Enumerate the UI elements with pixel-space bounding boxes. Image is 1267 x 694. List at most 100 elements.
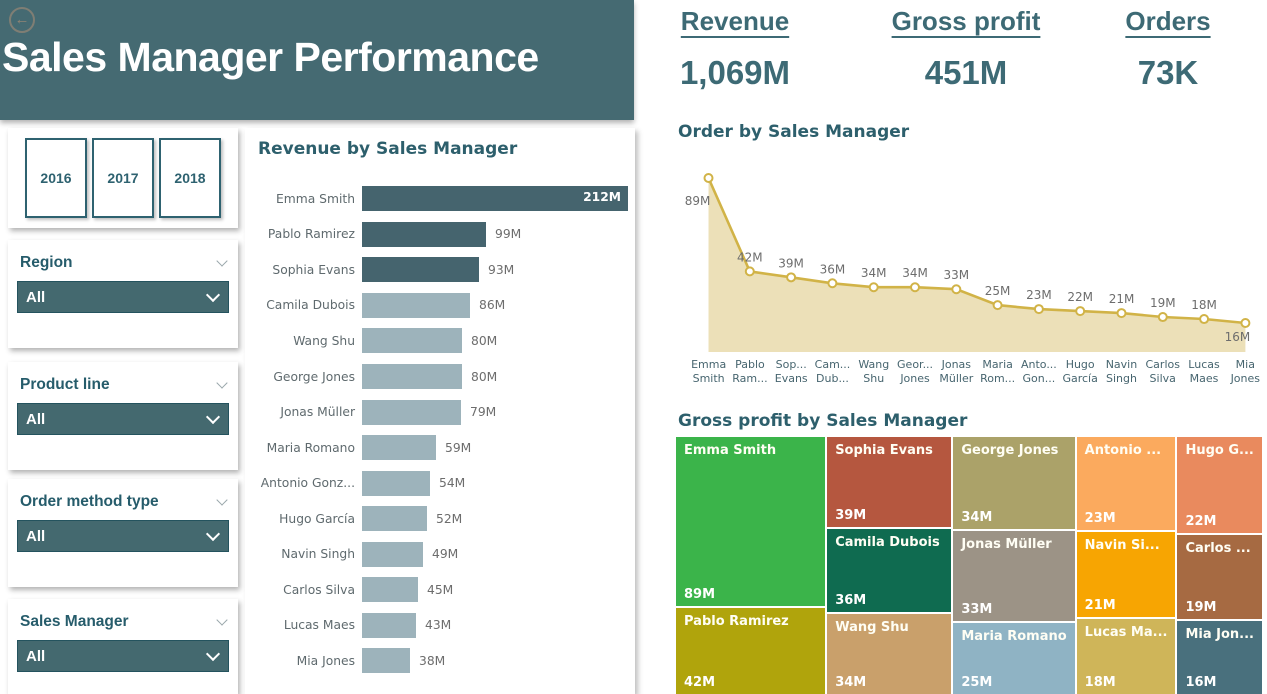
chevron-down-icon xyxy=(205,646,221,661)
filter-order-method-dropdown[interactable]: All xyxy=(17,520,229,552)
treemap-cell[interactable]: Wang Shu 34M xyxy=(827,614,952,694)
bar[interactable] xyxy=(362,470,430,496)
filter-order-method-value: All xyxy=(26,527,46,545)
year-button-2016[interactable]: 2016 xyxy=(25,138,87,218)
treemap-cell-name: Antonio ... xyxy=(1084,443,1162,458)
data-point-marker[interactable] xyxy=(786,272,797,283)
data-point-marker[interactable] xyxy=(951,284,962,295)
data-point-label: 16M xyxy=(1225,330,1251,344)
treemap-cell-name: Pablo Ramirez xyxy=(684,613,789,629)
gross-profit-treemap: Emma Smith 89M Pablo Ramirez 42M Sophia Evan… xyxy=(676,437,1262,694)
treemap-cell[interactable]: Pablo Ramirez 42M xyxy=(676,607,826,694)
data-point-marker[interactable] xyxy=(1240,317,1251,328)
bar-value-label: 93M xyxy=(488,262,515,277)
data-point-marker[interactable] xyxy=(1157,312,1168,323)
treemap-cell-name: Jonas Müller xyxy=(961,537,1052,553)
treemap-cell-name: Camila Dubois xyxy=(835,534,940,550)
bar[interactable] xyxy=(362,612,416,638)
data-point-marker[interactable] xyxy=(868,282,879,293)
treemap-cell-value: 21M xyxy=(1084,598,1116,613)
treemap-cell[interactable]: Navin Si... 21M xyxy=(1076,531,1176,617)
data-point-marker[interactable] xyxy=(910,282,920,293)
data-point-marker[interactable] xyxy=(827,278,838,289)
bar[interactable] xyxy=(362,577,418,603)
bar[interactable] xyxy=(362,541,423,567)
back-arrow-icon[interactable]: ← xyxy=(9,7,35,33)
filter-order-method-label: Order method type xyxy=(20,493,159,510)
filter-sales-manager-label: Sales Manager xyxy=(20,613,129,630)
treemap-cell-value: 36M xyxy=(835,593,867,609)
data-point-marker[interactable] xyxy=(1116,308,1127,319)
bar[interactable] xyxy=(362,506,427,532)
filter-sales-manager-dropdown[interactable]: All xyxy=(17,640,229,672)
collapse-chevron-icon[interactable] xyxy=(216,377,228,389)
bar-value-label: 52M xyxy=(436,511,463,526)
treemap-cell[interactable]: Camila Dubois 36M xyxy=(827,528,952,613)
year-button-2018[interactable]: 2018 xyxy=(159,138,221,218)
collapse-chevron-icon[interactable] xyxy=(216,255,228,267)
filter-sales-manager-value: All xyxy=(26,647,46,665)
treemap-cell-value: 23M xyxy=(1084,510,1116,526)
bar[interactable] xyxy=(362,435,436,461)
x-axis-tick-label: Navin Singh xyxy=(1105,358,1138,385)
bar[interactable] xyxy=(362,221,486,247)
collapse-chevron-icon[interactable] xyxy=(216,494,228,506)
bar[interactable] xyxy=(362,292,470,318)
treemap-cell-value: 89M xyxy=(684,586,716,602)
kpi-gross-profit-label[interactable]: Gross profit xyxy=(891,6,1041,36)
x-axis-tick-label: Mia Jones xyxy=(1230,358,1261,385)
x-axis-tick-label: Lucas Maes xyxy=(1188,358,1220,385)
treemap-cell[interactable]: Sophia Evans 39M xyxy=(827,437,952,527)
bar[interactable] xyxy=(362,399,461,425)
bar-category-label: Navin Singh xyxy=(281,547,355,562)
bar-row: Hugo García 52M xyxy=(253,501,629,537)
bar[interactable] xyxy=(362,364,462,389)
treemap-cell[interactable]: Lucas Ma... 18M xyxy=(1076,619,1176,694)
bar-value-label: 49M xyxy=(432,547,459,562)
data-point-label: 42M xyxy=(737,250,763,264)
x-axis-tick-label: Jonas Müller xyxy=(939,358,974,385)
bar-value-label: 99M xyxy=(495,227,522,242)
data-point-label: 21M xyxy=(1109,292,1135,306)
kpi-gross-profit: Gross profit 451M xyxy=(866,6,1066,92)
bar-value-label: 212M xyxy=(583,190,621,205)
treemap-cell[interactable]: Jonas Müller 33M xyxy=(953,531,1075,622)
filter-product-line-value: All xyxy=(26,410,46,428)
data-point-marker[interactable] xyxy=(992,300,1003,311)
x-axis-tick-label: Wang Shu xyxy=(858,358,890,385)
collapse-chevron-icon[interactable] xyxy=(216,614,228,626)
year-button-2017[interactable]: 2017 xyxy=(92,138,154,218)
treemap-cell[interactable]: Maria Romano 25M xyxy=(953,623,1075,694)
treemap-cell-name: Hugo G... xyxy=(1185,443,1254,458)
treemap-cell-name: Navin Si... xyxy=(1084,537,1160,553)
bar[interactable]: 212M xyxy=(362,186,628,212)
bar-row: Antonio Gonz... 54M xyxy=(253,465,629,501)
treemap-cell[interactable]: Mia Jon... 16M xyxy=(1177,621,1262,694)
kpi-orders-label[interactable]: Orders xyxy=(1125,6,1211,36)
bar[interactable] xyxy=(362,648,410,674)
filter-product-line-dropdown[interactable]: All xyxy=(17,403,229,435)
treemap-column: Emma Smith 89M Pablo Ramirez 42M xyxy=(676,437,826,694)
bar-row: Mia Jones 38M xyxy=(253,643,629,679)
bar-category-label: Hugo García xyxy=(279,511,355,526)
kpi-revenue-label[interactable]: Revenue xyxy=(680,6,790,36)
data-point-marker[interactable] xyxy=(744,266,755,277)
data-point-marker[interactable] xyxy=(1033,304,1044,315)
bar-category-label: Wang Shu xyxy=(293,333,355,348)
bar[interactable] xyxy=(362,257,479,283)
treemap-cell[interactable]: Carlos ... 19M xyxy=(1177,534,1262,620)
treemap-cell[interactable]: Hugo G... 22M xyxy=(1177,437,1262,533)
bar-value-label: 43M xyxy=(425,618,452,633)
data-point-marker[interactable] xyxy=(1075,306,1086,317)
bar[interactable] xyxy=(362,328,462,354)
area-fill xyxy=(708,178,1246,352)
treemap-cell[interactable]: Antonio ... 23M xyxy=(1076,437,1176,530)
treemap-cell[interactable]: Emma Smith 89M xyxy=(676,437,826,606)
treemap-title: Gross profit by Sales Manager xyxy=(678,411,968,431)
bar-chart-rows: Emma Smith 212M Pablo Ramirez 99M Sophia Eva… xyxy=(253,181,629,679)
treemap-cell[interactable]: George Jones 34M xyxy=(953,437,1075,530)
treemap-cell-name: Lucas Ma... xyxy=(1084,625,1168,640)
data-point-marker[interactable] xyxy=(703,173,714,183)
filter-region-dropdown[interactable]: All xyxy=(17,281,229,313)
data-point-marker[interactable] xyxy=(1199,314,1210,325)
